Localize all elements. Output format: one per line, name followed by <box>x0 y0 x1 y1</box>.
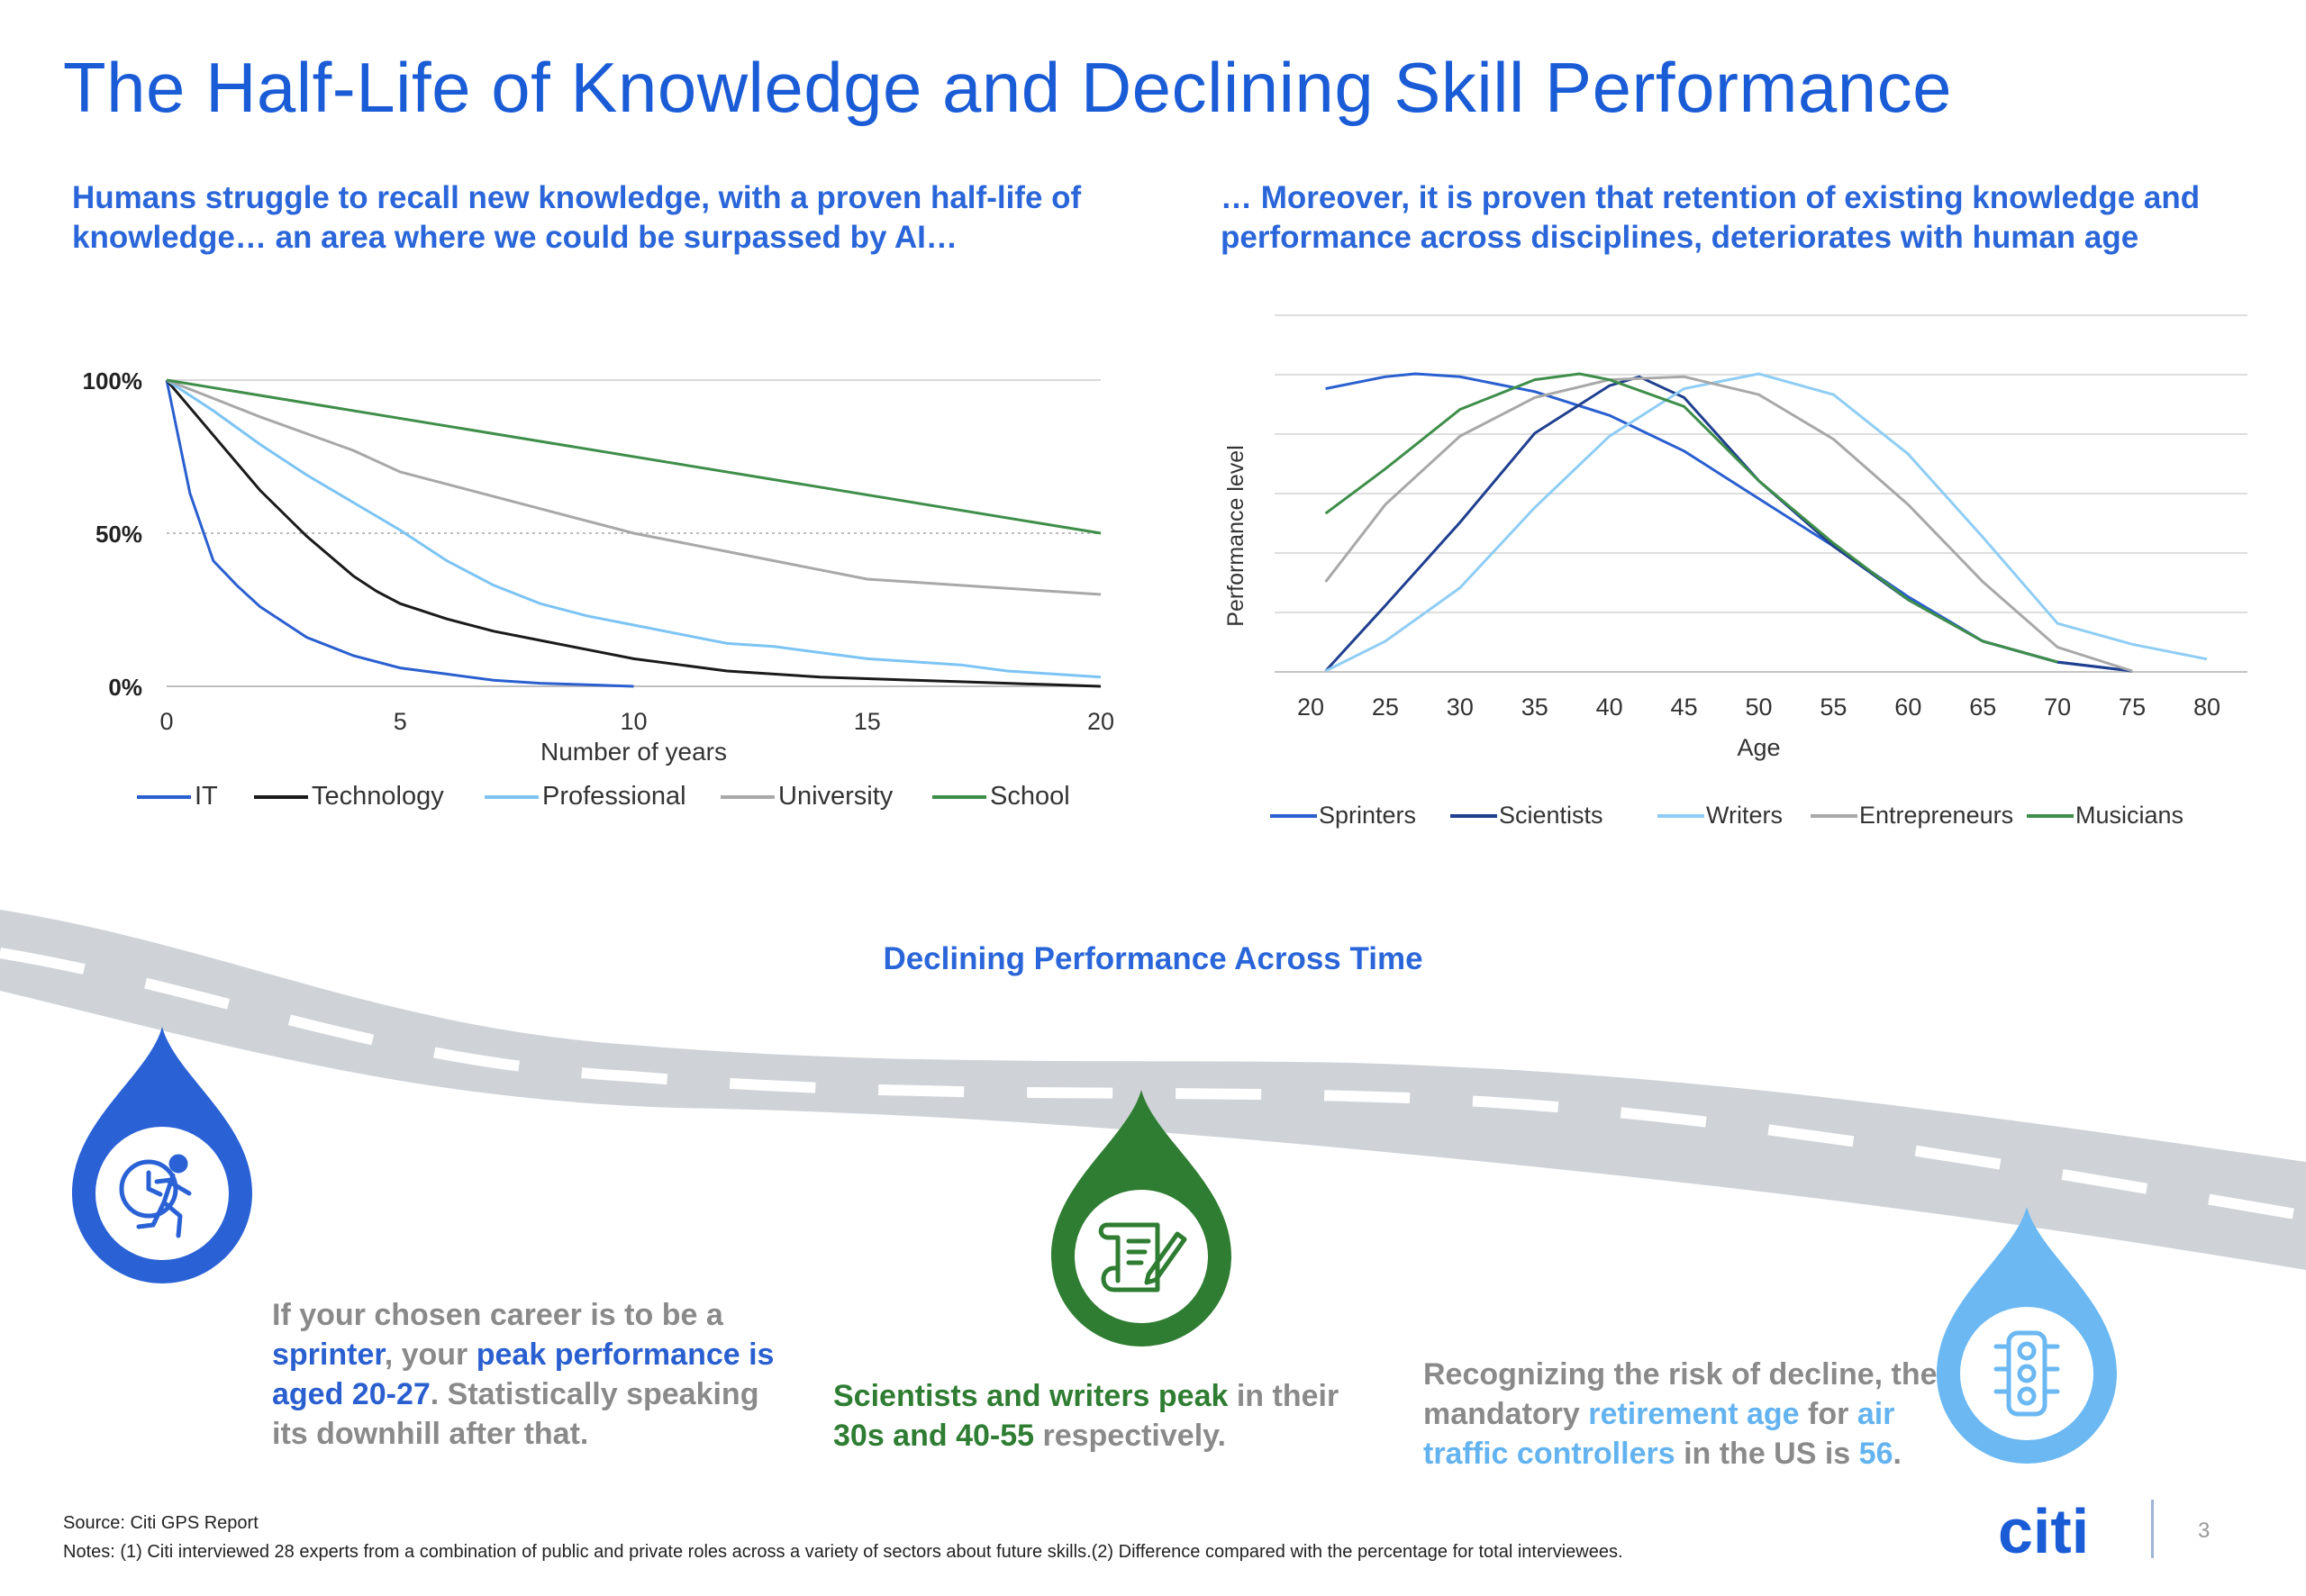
series-line-it <box>165 379 634 688</box>
notes: Notes: (1) Citi interviewed 28 experts f… <box>63 1542 1623 1562</box>
footer-divider <box>2151 1500 2154 1558</box>
series-line-university <box>166 378 1102 596</box>
x-tick-label: 65 <box>1969 694 1996 721</box>
source-note: Source: Citi GPS Report <box>63 1513 259 1533</box>
caption-highlight: 30s and 40-55 <box>833 1419 1035 1453</box>
sprinter-caption: If your chosen career is to be a sprinte… <box>272 1295 776 1454</box>
scroll-pen-icon <box>1098 1222 1187 1292</box>
caption-text: , your <box>384 1338 477 1372</box>
legend-label: Musicians <box>2075 802 2183 829</box>
caption-highlight: sprinter <box>272 1338 385 1372</box>
page-title: The Half-Life of Knowledge and Declining… <box>63 48 1953 127</box>
legend-label: Technology <box>312 782 444 811</box>
x-tick-label: 60 <box>1894 694 1921 721</box>
y-tick-label: 0% <box>108 674 142 701</box>
legend-label: School <box>990 782 1070 811</box>
x-tick-label: 70 <box>2044 694 2071 721</box>
traffic-light-icon <box>1993 1330 2060 1417</box>
x-tick-label: 0 <box>159 708 173 735</box>
legend-label: IT <box>195 782 218 811</box>
series-line-entrepreneurs <box>1324 375 2133 673</box>
caption-text: Recognizing the risk of decline, the man… <box>1423 1357 1938 1431</box>
x-tick-label: 40 <box>1596 694 1623 721</box>
legend-label: Scientists <box>1499 802 1603 829</box>
x-tick-label: 5 <box>394 708 407 735</box>
scientist-caption: Scientists and writers peak in their 30s… <box>833 1376 1392 1455</box>
caption-text: . <box>1893 1437 1902 1471</box>
caption-text: respectively. <box>1034 1419 1226 1453</box>
controller-caption: Recognizing the risk of decline, the man… <box>1423 1355 1964 1474</box>
running-clock-icon <box>119 1154 192 1238</box>
caption-highlight: retirement age <box>1588 1397 1800 1431</box>
series-line-school <box>166 378 1102 535</box>
x-tick-label: 50 <box>1745 694 1772 721</box>
controller-drop <box>1937 1207 2117 1464</box>
legend-label: Writers <box>1706 802 1783 829</box>
legend-label: Professional <box>542 782 686 811</box>
legend-label: University <box>778 782 894 811</box>
caption-text: in the US is <box>1675 1437 1859 1471</box>
caption-highlight: 56 <box>1858 1437 1893 1471</box>
y-axis-label: Performance level <box>1223 445 1248 626</box>
x-tick-label: 30 <box>1447 694 1474 721</box>
caption-text: for <box>1799 1397 1857 1431</box>
x-tick-label: 25 <box>1372 694 1399 721</box>
x-tick-label: 80 <box>2193 694 2220 721</box>
series-line-sprinters <box>1325 372 2133 673</box>
caption-text: . Statistically speaking its downhill af… <box>272 1377 759 1451</box>
x-tick-label: 15 <box>854 708 881 735</box>
right-subtitle-line-2: performance across disciplines, deterior… <box>1221 220 2139 255</box>
road-title: Declining Performance Across Time <box>883 941 1423 976</box>
series-line-professional <box>166 378 1102 679</box>
x-tick-label: 55 <box>1820 694 1847 721</box>
x-axis-label: Age <box>1737 734 1780 761</box>
road-graphic <box>0 910 2306 1270</box>
caption-highlight: peak performance is aged 20-27 <box>272 1338 775 1411</box>
series-line-musicians <box>1324 372 2058 664</box>
x-tick-label: 45 <box>1671 694 1698 721</box>
legend-label: Sprinters <box>1319 802 1416 829</box>
y-tick-label: 50% <box>95 521 142 548</box>
left-subtitle-line-2: knowledge… an area where we could be sur… <box>72 220 958 255</box>
caption-highlight: air traffic controllers <box>1423 1397 1895 1471</box>
x-tick-label: 10 <box>620 708 647 735</box>
left-subtitle-line-1: Humans struggle to recall new knowledge,… <box>72 180 1082 215</box>
series-line-technology <box>165 379 1102 688</box>
performance-by-age-chart: 20 25 30 35 40 45 50 55 60 65 70 75 80 Age Performance… <box>1223 314 2247 829</box>
series-line-writers <box>1324 372 2208 673</box>
legend-label: Entrepreneurs <box>1859 802 2013 829</box>
right-chart-subtitle: … Moreover, it is proven that retention … <box>1221 178 2200 258</box>
y-tick-label: 100% <box>83 367 143 394</box>
x-tick-label: 20 <box>1087 708 1114 735</box>
sprinter-drop <box>72 1027 252 1283</box>
x-tick-label: 20 <box>1297 694 1324 721</box>
scientist-drop <box>1051 1090 1231 1347</box>
half-life-chart: 0% 50% 100% 0 5 10 15 20 Number of years IT Techno… <box>83 367 1115 811</box>
right-subtitle-line-1: … Moreover, it is proven that retention … <box>1221 180 2201 215</box>
x-tick-label: 35 <box>1521 694 1548 721</box>
caption-text: If your chosen career is to be a <box>272 1298 723 1332</box>
caption-highlight: Scientists and writers peak <box>833 1379 1229 1413</box>
x-tick-label: 75 <box>2119 694 2146 721</box>
x-axis-label: Number of years <box>540 738 727 766</box>
caption-text: in their <box>1228 1379 1339 1413</box>
left-chart-subtitle: Humans struggle to recall new knowledge,… <box>72 178 1081 258</box>
page-number: 3 <box>2198 1519 2211 1543</box>
citi-logo: citi <box>1998 1496 2090 1566</box>
